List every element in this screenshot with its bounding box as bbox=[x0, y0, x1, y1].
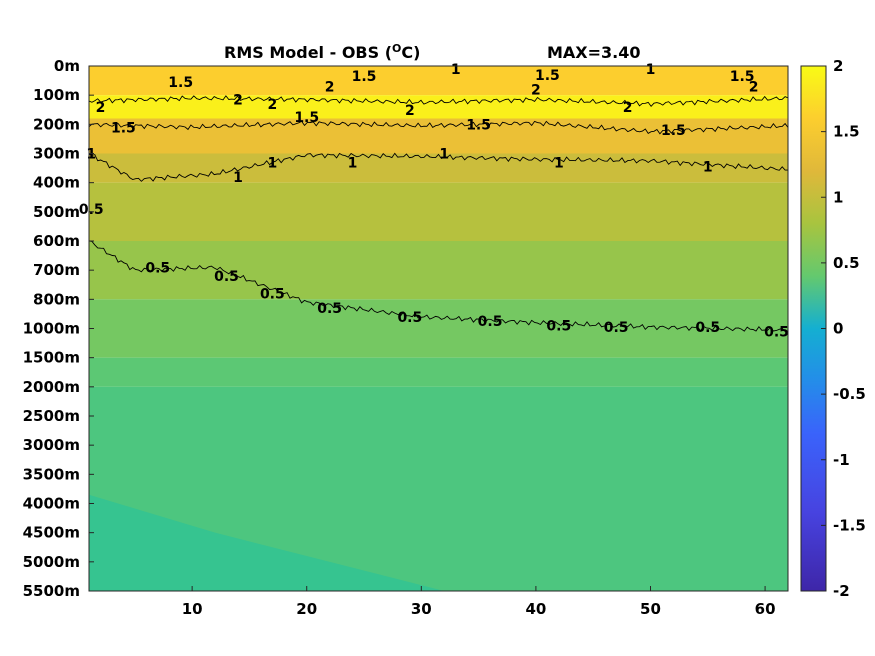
field-band bbox=[89, 95, 788, 119]
field-band bbox=[89, 357, 788, 387]
contour-label: 1 bbox=[86, 147, 96, 163]
y-tick-label: 0m bbox=[54, 57, 80, 75]
x-tick-label: 40 bbox=[525, 600, 546, 618]
contour-label: 0.5 bbox=[695, 320, 720, 336]
colorbar-tick-label: 1 bbox=[833, 188, 843, 206]
y-tick-label: 4000m bbox=[23, 495, 80, 513]
x-axis-ticks: 10 20 30 40 50 60 bbox=[182, 586, 776, 618]
contour-label: 0.5 bbox=[260, 287, 285, 303]
contour-label: 2 bbox=[233, 93, 243, 109]
x-tick-label: 50 bbox=[640, 600, 661, 618]
contour-label: 1.5 bbox=[111, 120, 136, 136]
contour-label: 2 bbox=[749, 79, 759, 95]
y-tick-label: 1000m bbox=[23, 320, 80, 338]
y-tick-label: 800m bbox=[33, 290, 80, 308]
y-tick-label: 3000m bbox=[23, 436, 80, 454]
contour-label: 1.5 bbox=[661, 123, 686, 139]
contour-label: 2 bbox=[405, 103, 415, 119]
colorbar-tick-label: 0 bbox=[833, 320, 843, 338]
colorbar-tick-label: -2 bbox=[833, 582, 850, 600]
contour-label: 2 bbox=[96, 100, 106, 116]
contour-label: 0.5 bbox=[145, 260, 170, 276]
y-axis-ticks: 0m 100m 200m 300m 400m 500m 600m 700m 800m 1000m 1… bbox=[23, 57, 94, 600]
contour-label: 0.5 bbox=[397, 310, 422, 326]
contour-label: 0.5 bbox=[478, 314, 503, 330]
y-tick-label: 5000m bbox=[23, 553, 80, 571]
contour-label: 1.5 bbox=[535, 68, 560, 84]
contour-label: 0.5 bbox=[604, 320, 629, 336]
max-label: MAX=3.40 bbox=[547, 43, 641, 62]
contour-label: 1.5 bbox=[466, 117, 491, 133]
heatmap-field bbox=[89, 66, 788, 591]
contour-label: 1.5 bbox=[168, 75, 193, 91]
x-tick-label: 30 bbox=[411, 600, 432, 618]
colorbar-tick-label: 0.5 bbox=[833, 254, 860, 272]
y-tick-label: 300m bbox=[33, 145, 80, 163]
y-tick-label: 200m bbox=[33, 115, 80, 133]
contour-label: 1 bbox=[451, 62, 461, 78]
field-band bbox=[89, 118, 788, 154]
field-band bbox=[89, 153, 788, 183]
contour-label: 0.5 bbox=[546, 319, 571, 335]
y-tick-label: 3500m bbox=[23, 465, 80, 483]
contour-label: 1 bbox=[554, 155, 564, 171]
contour-label: 2 bbox=[325, 79, 335, 95]
contour-label: 1.5 bbox=[294, 110, 319, 126]
colorbar-tick-label: -1.5 bbox=[833, 516, 866, 534]
x-tick-label: 20 bbox=[296, 600, 317, 618]
contour-label: 0.5 bbox=[79, 202, 104, 218]
y-tick-label: 500m bbox=[33, 203, 80, 221]
field-band bbox=[89, 241, 788, 300]
colorbar-tick-label: 2 bbox=[833, 57, 843, 75]
y-tick-label: 600m bbox=[33, 232, 80, 250]
contour-line bbox=[89, 95, 788, 108]
y-tick-label: 1500m bbox=[23, 349, 80, 367]
contour-label: 1 bbox=[267, 155, 277, 171]
contour-label: 1 bbox=[348, 155, 358, 171]
y-tick-label: 400m bbox=[33, 174, 80, 192]
field-deep-region bbox=[89, 494, 445, 591]
contour-label: 1.5 bbox=[352, 69, 377, 85]
contour-label: 0.5 bbox=[764, 324, 789, 340]
colorbar-tick-label: -0.5 bbox=[833, 385, 866, 403]
x-tick-label: 10 bbox=[182, 600, 203, 618]
contour-label: 2 bbox=[531, 82, 541, 98]
contour-label: 2 bbox=[267, 97, 277, 113]
field-band bbox=[89, 66, 788, 96]
field-band bbox=[89, 182, 788, 241]
contour-label: 2 bbox=[623, 100, 633, 116]
contour-label: 1 bbox=[703, 160, 713, 176]
colorbar-tick-label: -1 bbox=[833, 451, 850, 469]
contour-label: 0.5 bbox=[214, 269, 239, 285]
y-tick-label: 2000m bbox=[23, 378, 80, 396]
contour-label: 1.5 bbox=[730, 69, 755, 85]
chart-title: RMS Model - OBS (OC) bbox=[224, 42, 420, 62]
contour-line bbox=[89, 240, 788, 332]
field-band bbox=[89, 299, 788, 358]
contour-label: 1 bbox=[646, 62, 656, 78]
contour-line bbox=[89, 120, 788, 135]
y-tick-label: 700m bbox=[33, 261, 80, 279]
x-tick-label: 60 bbox=[755, 600, 776, 618]
y-tick-label: 5500m bbox=[23, 582, 80, 600]
contour-line bbox=[89, 152, 788, 182]
contour-lines bbox=[89, 95, 788, 332]
y-tick-label: 4500m bbox=[23, 524, 80, 542]
contour-label: 0.5 bbox=[317, 301, 342, 317]
colorbar-ticks: 2 1.5 1 0.5 0 -0.5 -1 -1.5 -2 bbox=[821, 57, 866, 600]
y-tick-label: 2500m bbox=[23, 407, 80, 425]
colorbar-tick-label: 1.5 bbox=[833, 123, 860, 141]
contour-label: 1 bbox=[233, 170, 243, 186]
contour-label: 1 bbox=[439, 147, 449, 163]
y-tick-label: 100m bbox=[33, 86, 80, 104]
